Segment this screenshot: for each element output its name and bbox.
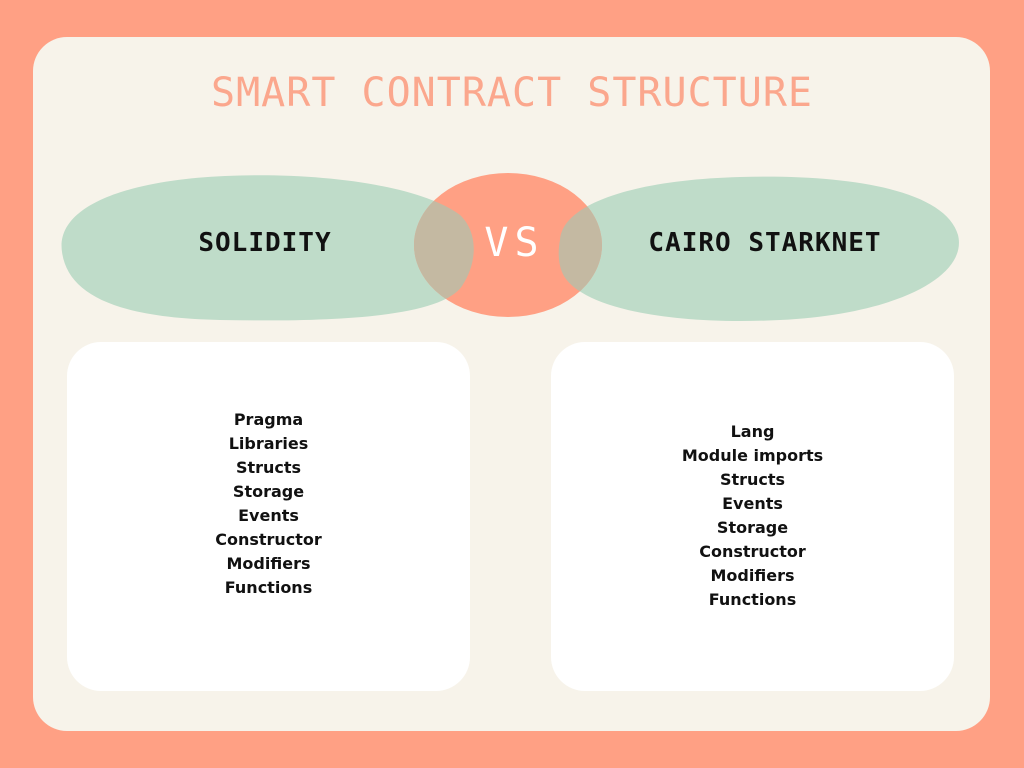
list-item: Storage (232, 482, 305, 501)
list-item: Pragma (233, 410, 304, 429)
page-title: SMART CONTRACT STRUCTURE (211, 70, 813, 116)
list-item: Modifiers (710, 566, 795, 585)
list-item: Events (238, 506, 299, 525)
list-item: Constructor (699, 542, 806, 561)
list-item: Storage (716, 518, 789, 537)
solidity-structure-list: Pragma Libraries Structs Storage Events … (67, 408, 470, 600)
solidity-panel: Pragma Libraries Structs Storage Events … (67, 342, 470, 691)
cairo-starknet-blob (558, 176, 959, 322)
solidity-blob (61, 175, 474, 321)
list-item: Functions (224, 578, 313, 597)
cairo-starknet-panel: Lang Module imports Structs Events Stora… (551, 342, 954, 691)
list-item: Modifiers (226, 554, 311, 573)
cairo-starknet-label: CAIRO STARKNET (648, 228, 882, 258)
solidity-label: SOLIDITY (198, 228, 332, 258)
list-item: Structs (719, 470, 786, 489)
list-item: Libraries (228, 434, 309, 453)
cairo-structure-list: Lang Module imports Structs Events Stora… (551, 420, 954, 612)
list-item: Functions (708, 590, 797, 609)
vs-label: VS (484, 220, 545, 266)
list-item: Structs (235, 458, 302, 477)
list-item: Lang (730, 422, 775, 441)
list-item: Events (722, 494, 783, 513)
list-item: Constructor (215, 530, 322, 549)
list-item: Module imports (681, 446, 824, 465)
